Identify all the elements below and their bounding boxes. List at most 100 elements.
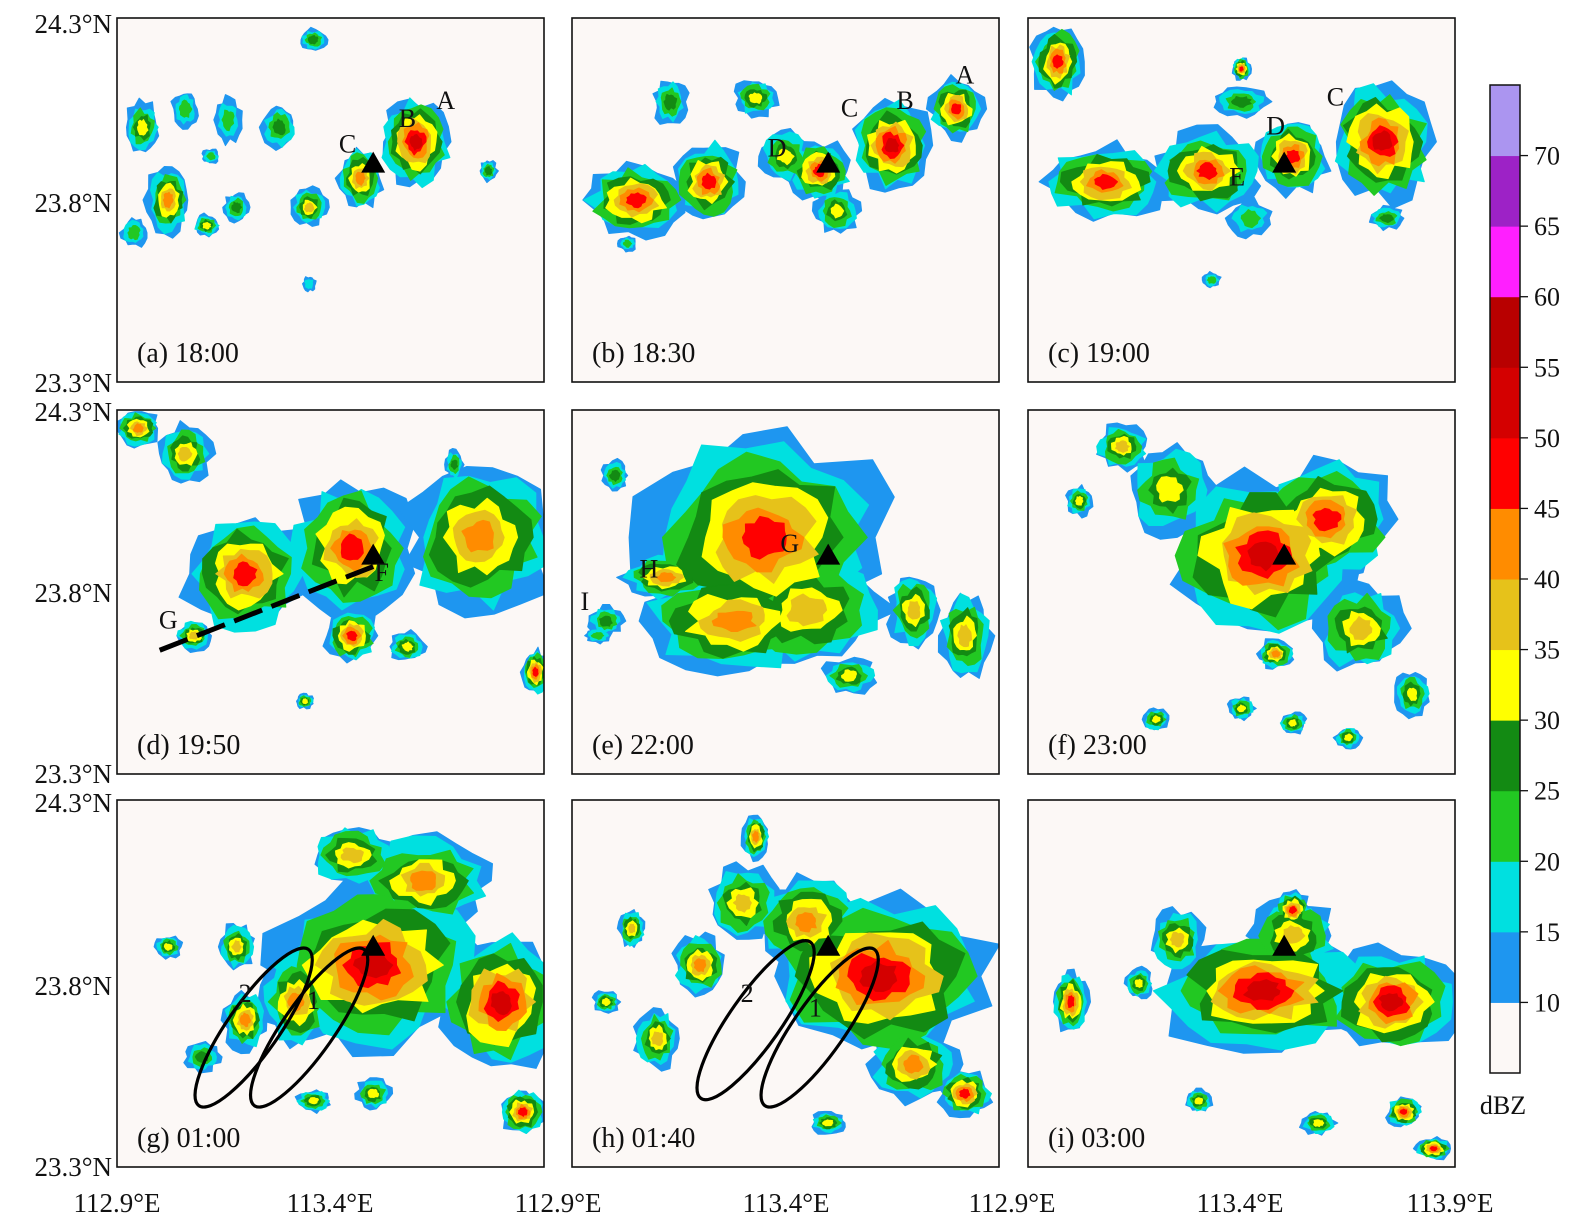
reflectivity-cell — [748, 92, 763, 104]
reflectivity-cell — [178, 99, 193, 118]
storm-label: C — [339, 130, 356, 159]
site-marker-icon — [1272, 543, 1297, 565]
reflectivity-cell — [1196, 162, 1218, 180]
longitude-axis: 112.9°E 113.4°E 112.9°E 113.4°E 112.9°E … — [73, 1188, 1493, 1218]
storm-label: A — [436, 86, 455, 115]
panel-a: AB C (a) 18:00 — [116, 17, 545, 383]
colorbar-tick-label: 25 — [1534, 777, 1560, 806]
reflectivity-cell — [599, 615, 613, 627]
panel-frame — [571, 799, 1000, 1168]
panel-frame — [571, 17, 1000, 383]
colorbar-segment — [1490, 649, 1520, 721]
lat-label-top-row1: 24.3°N — [34, 9, 112, 39]
site-marker-icon — [361, 934, 386, 956]
lat-label-mid-row3: 23.8°N — [34, 971, 112, 1001]
panel-label: (h) 01:40 — [592, 1123, 695, 1154]
reflectivity-cell — [786, 593, 828, 627]
reflectivity-cell — [233, 561, 258, 587]
reflectivity-cell — [663, 93, 678, 111]
reflectivity-cell — [340, 847, 364, 864]
reflectivity-cell — [651, 1031, 664, 1046]
reflectivity-cell — [346, 630, 358, 642]
reflectivity-cell — [1407, 687, 1418, 701]
panel-e: G H I (e) 22:00 — [571, 409, 1000, 775]
reflectivity-cell — [304, 202, 315, 213]
storm-label: B — [896, 86, 913, 115]
reflectivity-cell — [1231, 96, 1252, 108]
panel-g: 2 1 (g) 01:00 — [116, 799, 545, 1168]
reflectivity-cell — [206, 152, 216, 161]
reflectivity-cell — [957, 624, 972, 648]
storm-label: E — [1229, 162, 1245, 191]
lat-label-bot-row2: 23.3°N — [34, 759, 112, 789]
reflectivity-cell — [340, 533, 364, 561]
colorbar-tick-label: 35 — [1534, 636, 1560, 665]
lon-label-7: 113.9°E — [1406, 1188, 1493, 1218]
site-marker-icon — [1272, 934, 1297, 956]
reflectivity-cell — [590, 632, 605, 640]
storm-label: 2 — [239, 979, 252, 1008]
reflectivity-cell — [1094, 173, 1118, 190]
reflectivity-cell — [401, 641, 414, 652]
lon-label-6: 113.4°E — [1196, 1188, 1283, 1218]
reflectivity-cell — [1288, 719, 1297, 727]
reflectivity-cell — [231, 201, 243, 214]
reflectivity-cell — [1399, 1108, 1408, 1115]
colorbar-tick-label: 15 — [1534, 918, 1560, 947]
panel-h: 2 1 (h) 01:40 — [571, 799, 1000, 1168]
reflectivity-cell — [732, 894, 752, 913]
reflectivity-cell — [859, 961, 898, 992]
colorbar-segment — [1490, 367, 1520, 439]
storm-label: C — [1327, 82, 1344, 111]
colorbar-segment — [1490, 226, 1520, 298]
reflectivity-cell — [1379, 214, 1394, 224]
colorbar-unit: dBZ — [1480, 1091, 1526, 1120]
reflectivity-cell — [1052, 54, 1064, 69]
panel-frame — [1027, 409, 1456, 775]
reflectivity-cell — [1247, 541, 1280, 572]
reflectivity-cell — [693, 958, 707, 973]
site-marker-icon — [816, 151, 841, 173]
panel-d: F G (d) 19:50 — [116, 409, 545, 775]
reflectivity-cell — [202, 222, 212, 230]
panel-label: (b) 18:30 — [592, 338, 695, 369]
reflectivity-cell — [1194, 1097, 1204, 1105]
reflectivity-cell — [132, 423, 144, 433]
reflectivity-cell — [655, 572, 677, 583]
lon-label-5: 112.9°E — [968, 1188, 1055, 1218]
reflectivity-cell — [1067, 995, 1075, 1008]
storm-label: 2 — [741, 979, 754, 1008]
cell-ellipse-2 — [695, 939, 816, 1102]
reflectivity-field — [1029, 26, 1437, 289]
lat-label-bot-row3: 23.3°N — [34, 1152, 112, 1182]
lat-label-bot-row1: 23.3°N — [34, 368, 112, 398]
reflectivity-field — [153, 827, 544, 1134]
colorbar-tick-label: 65 — [1534, 212, 1560, 241]
colorbar-ticks: 10 15 20 25 30 35 40 45 50 55 60 65 70 — [1520, 142, 1560, 1017]
reflectivity-cell — [532, 666, 539, 678]
lat-label-top-row2: 24.3°N — [34, 397, 112, 427]
reflectivity-cell — [1151, 715, 1161, 724]
reflectivity-cell — [1169, 931, 1185, 948]
reflectivity-cell — [163, 943, 173, 951]
reflectivity-field — [1053, 889, 1455, 1161]
colorbar-segment — [1490, 579, 1520, 651]
reflectivity-cell — [903, 1054, 924, 1074]
reflectivity-cell — [1313, 1119, 1325, 1128]
reflectivity-cell — [162, 191, 174, 209]
colorbar-tick-label: 30 — [1534, 706, 1560, 735]
reflectivity-cell — [741, 515, 787, 560]
storm-label: D — [1266, 111, 1285, 140]
colorbar-tick-label: 45 — [1534, 494, 1560, 523]
panel-label: (d) 19:50 — [137, 730, 240, 761]
colorbar-segment — [1490, 296, 1520, 368]
panel-frame — [571, 409, 1000, 775]
reflectivity-cell — [1243, 979, 1281, 1001]
storm-label: I — [580, 587, 589, 616]
storm-label: B — [399, 104, 416, 133]
colorbar-segment — [1490, 155, 1520, 227]
colorbar-tick-label: 40 — [1534, 565, 1560, 594]
reflectivity-cell — [609, 469, 621, 482]
panel-label: (c) 19:00 — [1048, 338, 1150, 369]
